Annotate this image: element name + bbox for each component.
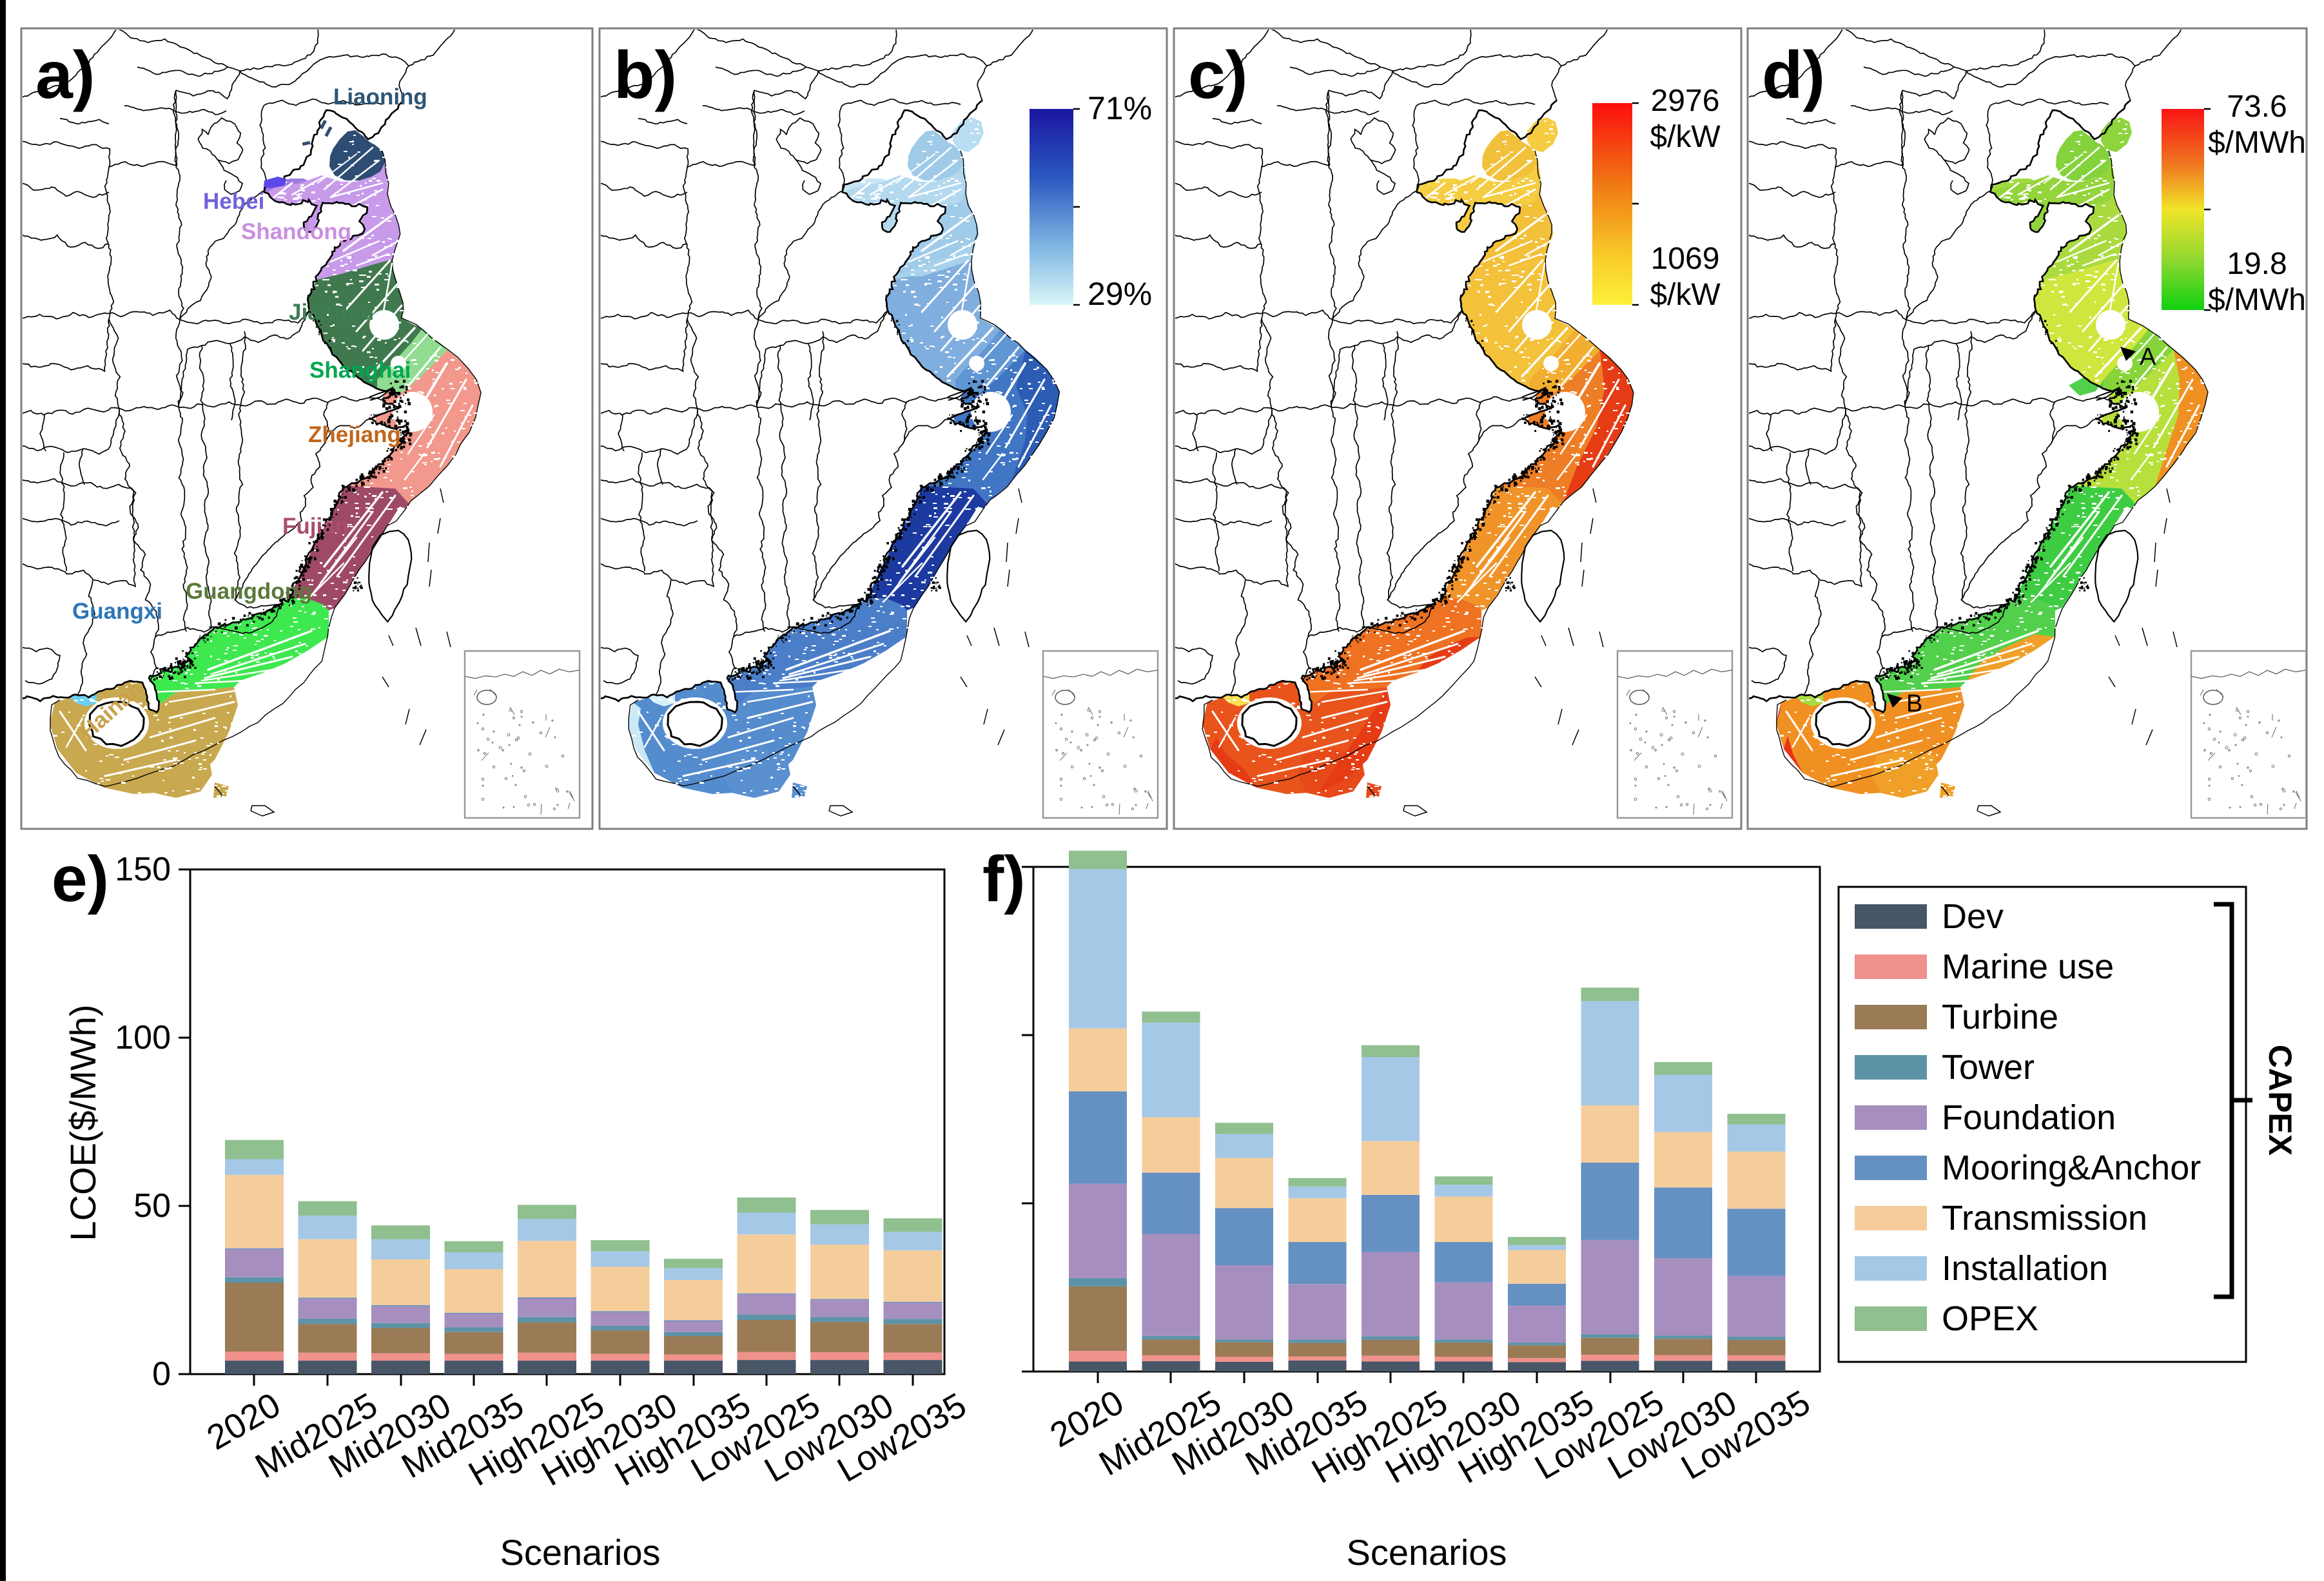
svg-text:CAPEX: CAPEX <box>2262 1045 2298 1156</box>
svg-text:$/MWh: $/MWh <box>2208 283 2306 317</box>
svg-text:Mooring&Anchor: Mooring&Anchor <box>1942 1149 2201 1187</box>
svg-text:Marine use: Marine use <box>1942 947 2114 986</box>
svg-text:$/MWh: $/MWh <box>2208 126 2306 160</box>
svg-text:a): a) <box>35 38 95 113</box>
svg-text:Fujian: Fujian <box>282 514 349 539</box>
svg-text:71%: 71% <box>1088 90 1152 126</box>
svg-text:100: 100 <box>115 1019 171 1056</box>
svg-text:150: 150 <box>115 851 171 888</box>
svg-text:19.8: 19.8 <box>2227 247 2287 281</box>
svg-text:$/kW: $/kW <box>1650 278 1721 312</box>
svg-text:Tower: Tower <box>1942 1048 2035 1087</box>
svg-text:A: A <box>2140 344 2156 371</box>
svg-text:$/kW: $/kW <box>1650 120 1721 154</box>
svg-text:Shandong: Shandong <box>241 219 351 244</box>
svg-text:73.6: 73.6 <box>2227 90 2287 124</box>
svg-text:1069: 1069 <box>1651 242 1720 276</box>
svg-text:Dev: Dev <box>1942 897 2004 936</box>
svg-text:f): f) <box>982 843 1026 915</box>
svg-text:d): d) <box>1762 38 1825 113</box>
svg-text:Shanghai: Shanghai <box>309 358 411 383</box>
svg-text:Hebei: Hebei <box>203 189 264 214</box>
svg-text:Transmission: Transmission <box>1942 1199 2147 1237</box>
svg-text:0: 0 <box>152 1355 171 1393</box>
svg-text:50: 50 <box>133 1187 171 1225</box>
svg-text:c): c) <box>1188 38 1247 113</box>
svg-text:LCOE($/MWh): LCOE($/MWh) <box>63 1004 103 1241</box>
svg-text:Scenarios: Scenarios <box>500 1532 660 1573</box>
svg-text:29%: 29% <box>1088 276 1152 312</box>
svg-text:Guangxi: Guangxi <box>72 599 162 624</box>
svg-text:Foundation: Foundation <box>1942 1098 2116 1137</box>
svg-text:B: B <box>1906 690 1922 717</box>
svg-text:OPEX: OPEX <box>1942 1299 2038 1338</box>
svg-text:Zhejiang: Zhejiang <box>308 422 401 447</box>
svg-text:Guangdong: Guangdong <box>186 579 312 604</box>
svg-text:Installation: Installation <box>1942 1249 2108 1288</box>
svg-text:Liaoning: Liaoning <box>333 84 427 110</box>
svg-text:Jiangsu: Jiangsu <box>289 300 374 325</box>
svg-text:Scenarios: Scenarios <box>1346 1532 1507 1573</box>
svg-text:e): e) <box>52 843 109 915</box>
svg-text:Turbine: Turbine <box>1942 998 2058 1036</box>
svg-text:b): b) <box>614 38 677 113</box>
svg-text:2976: 2976 <box>1651 84 1720 118</box>
